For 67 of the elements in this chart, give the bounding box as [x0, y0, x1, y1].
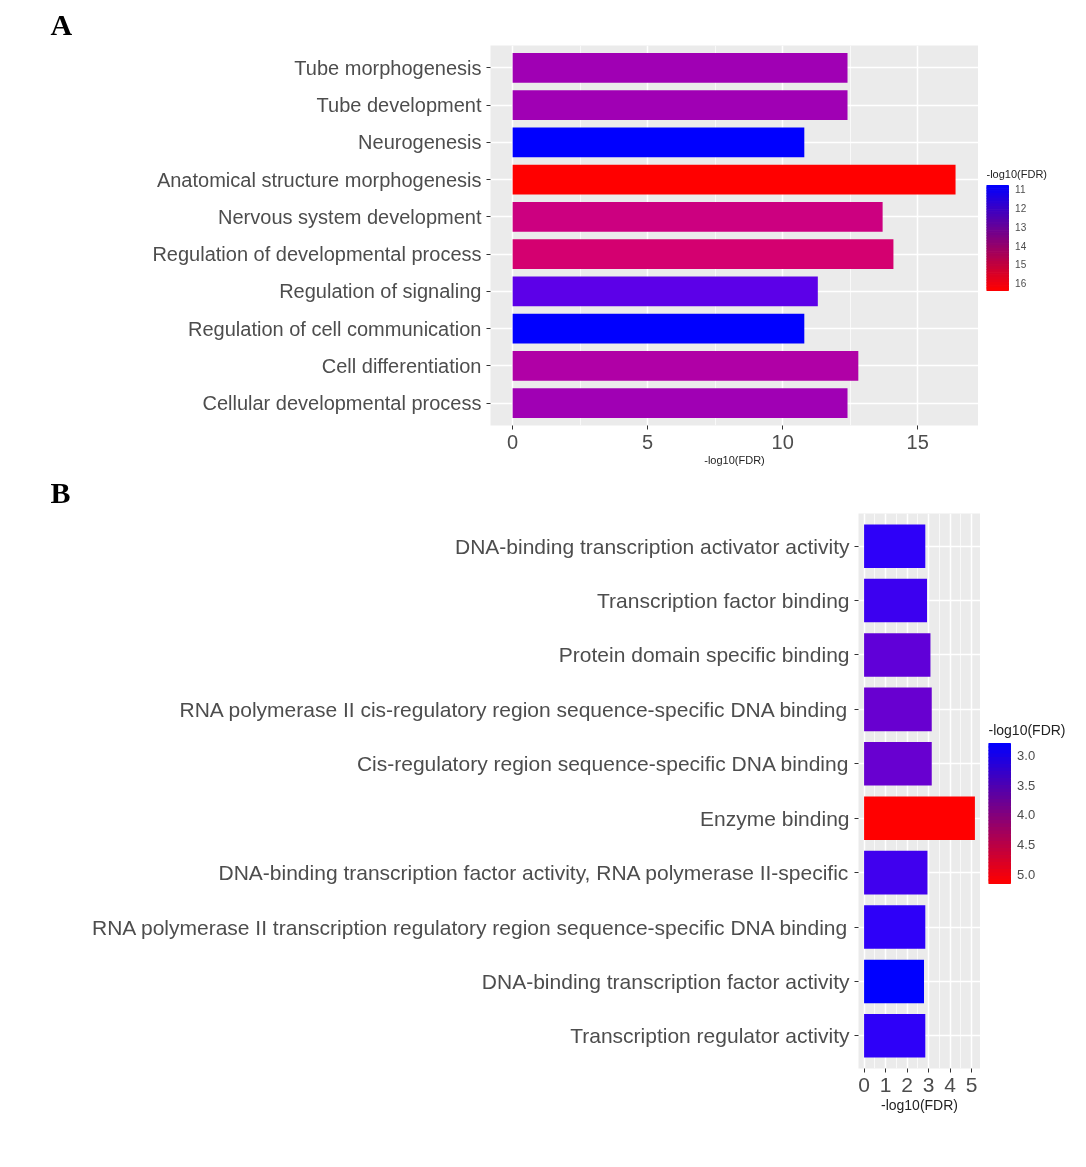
y-tick-label: DNA-binding transcription factor activity [481, 969, 850, 993]
bar [512, 164, 956, 195]
bar [512, 350, 859, 381]
bar [864, 1014, 926, 1058]
y-tick-label: Transcription regulator activity [570, 1024, 850, 1048]
y-tick-label: RNA polymerase II cis-regulatory region sequence-specific DNA binding [179, 697, 848, 721]
color-bar-label: 14 [1015, 240, 1027, 252]
bar [512, 201, 883, 232]
color-bar-label: 11 [1015, 184, 1026, 196]
text: A [50, 7, 73, 41]
x-tick-label: 1 [879, 1072, 892, 1096]
x-tick-label: 2 [901, 1072, 913, 1096]
bar [512, 52, 848, 83]
color-bar-label: 16 [1015, 278, 1027, 289]
bar [864, 742, 932, 786]
color-bar-label: 13 [1015, 221, 1027, 233]
x-tick-label: 0 [507, 430, 519, 453]
bar [512, 90, 848, 121]
y-tick-label: Cellular developmental process [202, 392, 482, 415]
bar [512, 388, 848, 419]
x-tick-label: 10 [771, 430, 794, 453]
y-tick-label: Tube morphogenesis [294, 56, 482, 79]
x-tick-label: 0 [858, 1072, 870, 1096]
bar [864, 905, 926, 949]
y-tick-label: Anatomical structure morphogenesis [156, 168, 482, 191]
y-tick-label: DNA-binding transcription activator activity [455, 534, 850, 558]
bar [512, 127, 805, 158]
y-tick-label: Protein domain specific binding [558, 643, 850, 667]
x-tick-label: 4 [944, 1072, 957, 1096]
color-bar-label: 4.0 [1017, 807, 1036, 823]
color-bar-label: 12 [1015, 203, 1027, 214]
y-tick-label: Regulation of developmental process [152, 243, 482, 266]
y-tick-label: Nervous system development [218, 205, 482, 228]
bar [512, 313, 805, 344]
y-tick-label: Neurogenesis [358, 131, 482, 154]
color-bar-label: 3.0 [1017, 748, 1036, 764]
bar [864, 578, 928, 623]
bar [512, 276, 818, 307]
x-axis-title: -log10(FDR) [880, 1096, 959, 1113]
color-bar-label: 4.5 [1017, 837, 1036, 853]
y-tick-label: Enzyme binding [700, 806, 850, 830]
x-axis-title: -log10(FDR) [704, 453, 765, 466]
bar [864, 687, 932, 732]
y-tick-label: Transcription factor binding [596, 589, 850, 613]
y-tick-label: RNA polymerase II transcription regulatory region sequence-specific DNA binding [91, 915, 848, 939]
bar [864, 796, 975, 840]
x-tick-label: 15 [906, 430, 929, 453]
y-tick-label: DNA-binding transcription factor activity, RNA polymerase II-specific [218, 861, 849, 885]
text: B [50, 475, 71, 509]
color-bar-label: 5.0 [1017, 866, 1036, 882]
color-bar-title: -log10(FDR) [986, 167, 1048, 180]
bar [864, 633, 931, 677]
x-tick-label: 3 [922, 1072, 935, 1096]
x-tick-label: 5 [642, 430, 654, 453]
bar [864, 959, 925, 1004]
y-tick-label: Cis-regulatory region sequence-specific DNA binding [356, 752, 849, 776]
x-tick-label: 5 [965, 1072, 978, 1096]
color-bar-label: 3.5 [1017, 777, 1036, 793]
bar [512, 239, 894, 270]
bar [864, 850, 928, 895]
y-tick-label: Cell differentiation [321, 354, 482, 377]
bar [864, 524, 926, 568]
y-tick-label: Regulation of signaling [279, 280, 482, 303]
y-tick-label: Tube development [316, 94, 482, 117]
color-bar-label: 15 [1015, 259, 1027, 271]
color-bar-title: -log10(FDR) [988, 721, 1066, 738]
y-tick-label: Regulation of cell communication [188, 317, 482, 340]
